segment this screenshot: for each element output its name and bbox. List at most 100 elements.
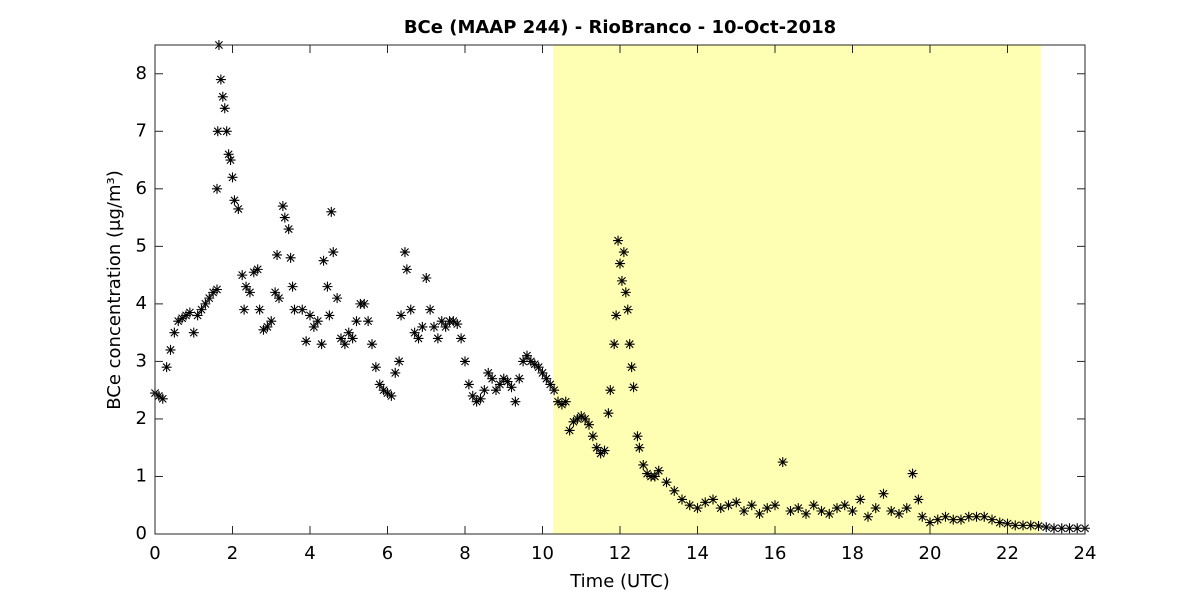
data-point: [770, 500, 780, 511]
data-point: [731, 497, 742, 508]
data-point: [863, 511, 873, 522]
x-tick-label: 2: [227, 543, 238, 564]
data-point: [399, 247, 410, 258]
data-point: [471, 396, 482, 407]
data-point: [491, 385, 501, 396]
data-point: [638, 459, 649, 470]
data-point: [241, 281, 252, 292]
data-point: [177, 313, 188, 324]
data-point: [279, 212, 290, 223]
data-point: [196, 304, 207, 315]
data-point: [165, 344, 176, 355]
data-point: [708, 494, 718, 505]
data-point: [901, 503, 912, 514]
data-point: [305, 310, 315, 321]
data-point: [870, 503, 881, 514]
data-point: [396, 310, 407, 321]
data-point: [1018, 520, 1028, 531]
data-point: [700, 497, 711, 508]
data-point: [173, 316, 184, 327]
data-point: [181, 310, 191, 321]
data-point: [1002, 518, 1013, 529]
data-point: [502, 376, 513, 387]
data-point: [715, 503, 726, 514]
data-point: [312, 316, 323, 327]
data-point: [886, 505, 897, 516]
data-point: [739, 505, 749, 516]
data-point: [587, 431, 598, 442]
data-point: [212, 126, 223, 137]
data-point: [801, 508, 811, 519]
data-point: [894, 508, 904, 519]
data-point: [161, 362, 172, 373]
data-point: [483, 367, 494, 378]
data-point: [599, 445, 610, 456]
data-point: [529, 359, 540, 370]
data-point: [378, 385, 389, 396]
data-point: [277, 201, 288, 212]
data-point: [793, 503, 804, 514]
data-point: [1033, 520, 1044, 531]
data-point: [603, 408, 614, 419]
data-point: [283, 224, 294, 235]
data-point: [204, 293, 215, 304]
data-point: [1010, 520, 1021, 531]
data-point: [541, 373, 552, 384]
data-point: [522, 350, 532, 361]
data-point: [258, 324, 269, 335]
data-point: [219, 103, 230, 114]
data-point: [595, 448, 606, 459]
data-point: [227, 172, 238, 183]
data-point: [832, 503, 842, 514]
data-point: [409, 327, 420, 338]
data-point: [297, 304, 308, 315]
data-point: [272, 249, 283, 260]
data-point: [1049, 523, 1059, 534]
data-point: [274, 293, 284, 304]
x-tick-label: 20: [919, 543, 942, 564]
data-point: [386, 390, 397, 401]
data-point: [642, 468, 653, 479]
data-point: [448, 316, 459, 327]
data-point: [940, 511, 951, 522]
data-point: [661, 477, 672, 488]
x-tick-label: 10: [531, 543, 554, 564]
data-point: [394, 356, 405, 367]
data-point: [925, 517, 935, 528]
data-point: [878, 488, 889, 499]
data-point: [390, 367, 401, 378]
data-point: [971, 511, 982, 522]
data-point: [584, 419, 594, 430]
data-point: [456, 333, 467, 344]
data-point: [855, 494, 866, 505]
data-point: [1056, 523, 1067, 534]
data-point: [917, 511, 928, 522]
data-point: [405, 304, 416, 315]
y-axis-label: BCe concentration (μg/m³): [104, 170, 125, 410]
data-point: [157, 393, 168, 404]
data-point: [839, 500, 850, 511]
data-point: [545, 379, 556, 390]
data-point: [494, 379, 505, 390]
data-point: [506, 382, 517, 393]
data-point: [913, 494, 924, 505]
data-point: [611, 310, 622, 321]
data-point: [514, 373, 525, 384]
y-tick-label: 3: [136, 350, 147, 371]
data-point: [549, 385, 560, 396]
data-point: [326, 206, 337, 217]
data-point: [609, 339, 620, 350]
x-tick-label: 0: [149, 543, 160, 564]
data-point: [649, 471, 660, 482]
data-point: [568, 416, 579, 427]
data-point: [723, 500, 734, 511]
data-point: [217, 91, 228, 102]
data-point: [580, 413, 591, 424]
data-point: [847, 505, 858, 516]
data-point: [421, 272, 432, 283]
data-point: [316, 339, 327, 350]
data-point: [287, 281, 298, 292]
data-point: [518, 356, 529, 367]
data-point: [237, 270, 248, 281]
